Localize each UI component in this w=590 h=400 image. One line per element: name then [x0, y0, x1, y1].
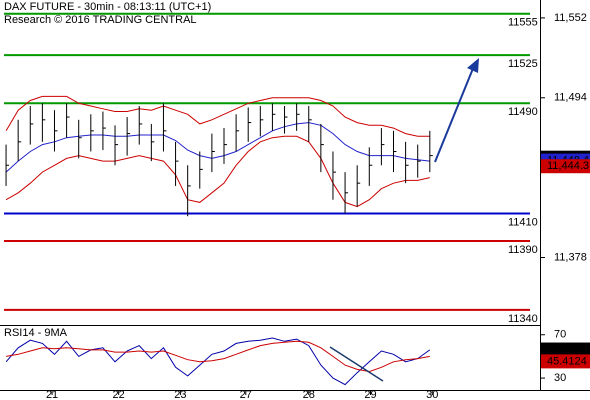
x-tick-label: 28 [303, 389, 315, 400]
value-badge [541, 342, 590, 357]
level-label: 11390 [508, 244, 538, 256]
level-label: 11490 [508, 106, 538, 118]
y-tick-label: 11,552 [554, 12, 587, 24]
level-label: 11525 [508, 58, 538, 70]
price-panel: 11555 11525 11490 11410 11390 11340 21 22 23 27 28… [4, 12, 590, 400]
y-tick-label: 11,494 [554, 92, 587, 104]
level-label: 11555 [508, 17, 538, 29]
chart-subtitle: Research © 2016 TRADING CENTRAL [4, 14, 197, 26]
y-tick-label: 70 [554, 329, 566, 341]
series-line [6, 340, 430, 373]
forecast-arrow [434, 65, 475, 163]
value-badge-label: 45.4124 [547, 355, 587, 367]
x-tick-label: 30 [426, 389, 438, 400]
value-badge [541, 159, 590, 174]
x-tick-label: 23 [174, 389, 186, 400]
level-label: 11340 [508, 313, 538, 325]
series-line [5, 135, 430, 208]
value-badge [541, 354, 590, 369]
series-line [5, 337, 431, 386]
chart-title: DAX FUTURE - 30min - 08:13:11 (UTC+1) [4, 1, 211, 13]
x-tick-label: 29 [364, 389, 376, 400]
x-tick-label: 22 [113, 389, 125, 400]
value-badge-label: 11,444.3 [547, 160, 589, 172]
value-badge-label: 56.3498 [547, 343, 587, 355]
rsi-title: RSI14 - 9MA [4, 327, 68, 339]
series-line [5, 122, 430, 173]
y-tick-label: 30 [554, 372, 566, 384]
x-tick-label: 27 [240, 389, 252, 400]
y-tick-label: 11,378 [554, 251, 587, 263]
series-line [5, 95, 430, 137]
trend-line [329, 346, 384, 382]
arrow-head [467, 58, 479, 73]
x-tick-label: 21 [46, 389, 58, 400]
level-label: 11410 [508, 216, 538, 228]
